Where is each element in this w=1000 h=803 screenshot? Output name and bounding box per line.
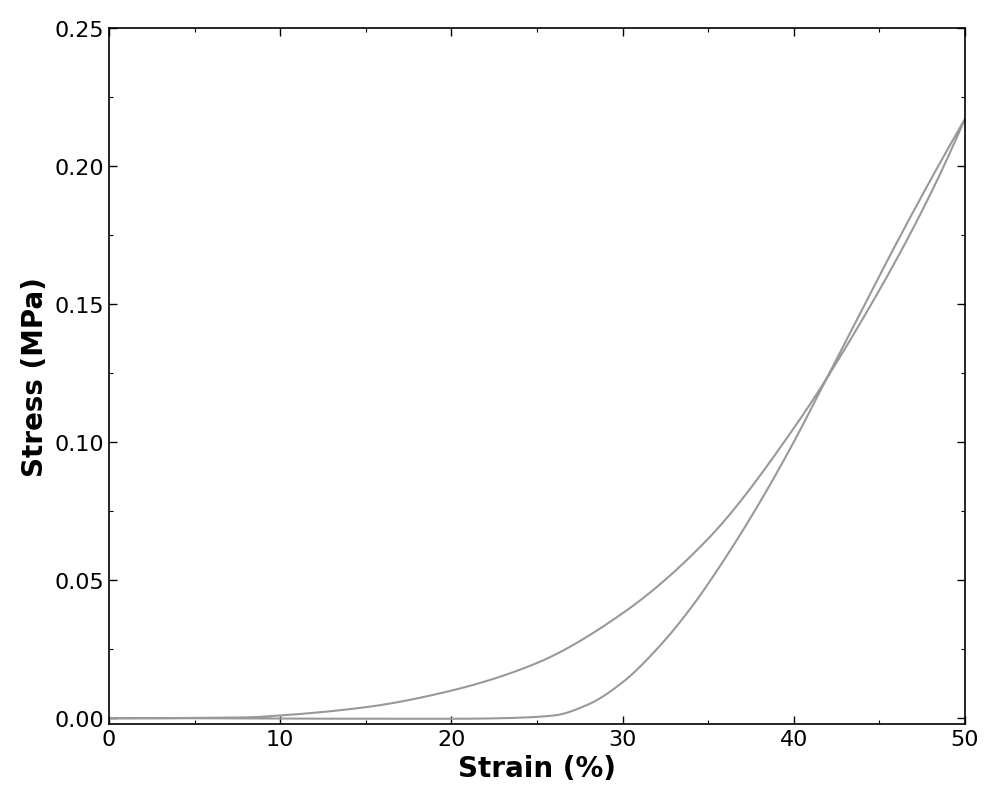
Y-axis label: Stress (MPa): Stress (MPa) bbox=[21, 276, 49, 476]
X-axis label: Strain (%): Strain (%) bbox=[458, 754, 616, 782]
